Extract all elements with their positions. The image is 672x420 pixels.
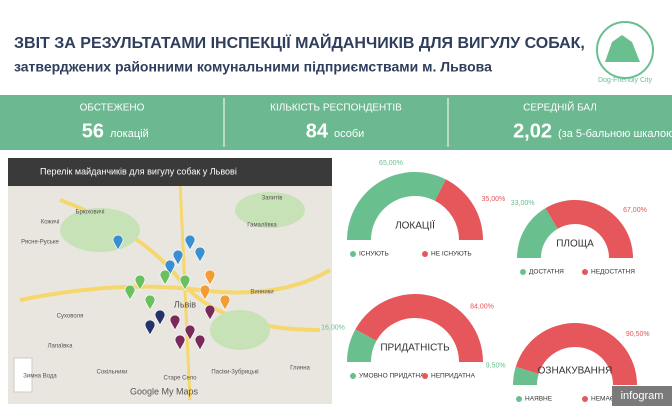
legend-swatch bbox=[350, 251, 356, 257]
map-pin bbox=[134, 274, 146, 291]
place-label: Запитів bbox=[262, 196, 283, 202]
value-label: 35,00% bbox=[482, 196, 506, 203]
value-label: 84,00% bbox=[470, 304, 494, 311]
map-pin bbox=[204, 304, 216, 321]
map-pin bbox=[174, 334, 186, 351]
legend-label: НЕДОСТАТНЯ bbox=[591, 269, 635, 276]
place-label: Кожичі bbox=[41, 220, 60, 226]
logo: Dog-Friendly City bbox=[596, 21, 654, 84]
stats-bar bbox=[0, 95, 672, 150]
place-label: Глинна bbox=[290, 366, 310, 372]
stat-unit: локацій bbox=[110, 128, 149, 140]
map-pin bbox=[194, 246, 206, 263]
stat-label: СЕРЕДНІЙ БАЛ bbox=[523, 101, 597, 114]
value-label: 9,50% bbox=[486, 363, 506, 370]
legend-swatch bbox=[422, 373, 428, 379]
legend-label: НЕПРИДАТНА bbox=[431, 373, 476, 380]
legend-label: НАЯВНЕ bbox=[525, 396, 553, 403]
map-pin bbox=[179, 274, 191, 291]
stat-value: 56 bbox=[82, 120, 104, 142]
gauge-segment bbox=[355, 294, 483, 362]
map-pin bbox=[144, 319, 156, 336]
badge-bg bbox=[612, 386, 672, 406]
gauge-segment bbox=[517, 208, 558, 258]
gauge-segment bbox=[434, 179, 483, 240]
place-label: Суховоля bbox=[57, 314, 84, 320]
gauge-segment bbox=[513, 366, 539, 385]
legend-label: УМОВНО ПРИДАТНА bbox=[359, 373, 425, 380]
place-label: Винники bbox=[250, 290, 273, 296]
legend-label: НЕМАЄ bbox=[591, 396, 615, 403]
map-pin bbox=[184, 324, 196, 341]
stat-value: 84 bbox=[306, 120, 329, 142]
subtitle: затверджених районними комунальними підп… bbox=[14, 59, 492, 75]
map-attribution: Google My Maps bbox=[130, 386, 199, 396]
place-label: Львів bbox=[174, 299, 196, 309]
gauge-segment bbox=[347, 329, 377, 362]
value-label: 65,00% bbox=[379, 160, 403, 167]
legend-swatch bbox=[520, 269, 526, 275]
legend-swatch bbox=[422, 251, 428, 257]
stat-unit: (за 5-бальною шкалою) bbox=[558, 128, 672, 140]
badge[interactable]: infogram bbox=[621, 390, 664, 402]
gauge-segment bbox=[545, 200, 633, 258]
zoom-control[interactable] bbox=[13, 357, 33, 393]
gauge-segment bbox=[515, 323, 637, 385]
map-pin bbox=[172, 249, 184, 266]
map-decor bbox=[19, 179, 332, 401]
map-title[interactable]: Перелік майданчиків для вигулу собак у Л… bbox=[40, 166, 237, 176]
map-pin bbox=[124, 284, 136, 301]
map-pin bbox=[169, 314, 181, 331]
place-label: Зимна Вода bbox=[23, 374, 57, 380]
legend-label: ДОСТАТНЯ bbox=[529, 269, 564, 276]
legend-label: ІСНУЮТЬ bbox=[359, 251, 389, 258]
place-label: Лапаївка bbox=[48, 344, 73, 350]
map-pin bbox=[144, 294, 156, 311]
value-label: 33,00% bbox=[511, 200, 535, 207]
map-pin bbox=[204, 269, 216, 286]
stat-label: ОБСТЕЖЕНО bbox=[80, 103, 145, 114]
map-pin bbox=[194, 334, 206, 351]
place-label: Старе Село bbox=[163, 376, 197, 382]
map-pin bbox=[164, 259, 176, 276]
stat-value: 2,02 bbox=[513, 120, 552, 142]
gauge-title: ПЛОЩА bbox=[556, 239, 594, 250]
map-pin bbox=[184, 234, 196, 251]
gauge-title: ЛОКАЦІЇ bbox=[395, 220, 435, 232]
stat-unit: особи bbox=[334, 128, 364, 140]
place-label: Брюховичі bbox=[76, 210, 105, 216]
legend-swatch bbox=[582, 396, 588, 402]
logo-text: Dog-Friendly City bbox=[598, 77, 653, 84]
legend-swatch bbox=[582, 269, 588, 275]
map-pin bbox=[154, 309, 166, 326]
map-pin bbox=[159, 269, 171, 286]
value-label: 16,00% bbox=[321, 325, 345, 332]
stat-label: КІЛЬКІСТЬ РЕСПОНДЕНТІВ bbox=[270, 103, 402, 114]
value-label: 90,50% bbox=[626, 331, 650, 338]
map-pin bbox=[199, 284, 211, 301]
map-header bbox=[8, 158, 332, 186]
place-label: Сокільники bbox=[97, 370, 128, 376]
place-label: Гамаліївка bbox=[247, 223, 277, 229]
legend-swatch bbox=[350, 373, 356, 379]
place-label: Рясне-Руське bbox=[21, 240, 59, 246]
map-pin bbox=[112, 234, 124, 251]
map-pin bbox=[219, 294, 231, 311]
title: ЗВІТ ЗА РЕЗУЛЬТАТАМИ ІНСПЕКЦІЇ МАЙДАНЧИК… bbox=[14, 33, 585, 52]
place-label: Пасіки-Зубрицькі bbox=[211, 370, 258, 376]
gauge-title: ПРИДАТНІСТЬ bbox=[380, 343, 450, 354]
legend-swatch bbox=[516, 396, 522, 402]
value-label: 67,00% bbox=[623, 207, 647, 214]
gauge-segment bbox=[347, 171, 446, 240]
legend-label: НЕ ІСНУЮТЬ bbox=[431, 251, 472, 258]
gauge-title: ОЗНАКУВАННЯ bbox=[538, 366, 613, 377]
